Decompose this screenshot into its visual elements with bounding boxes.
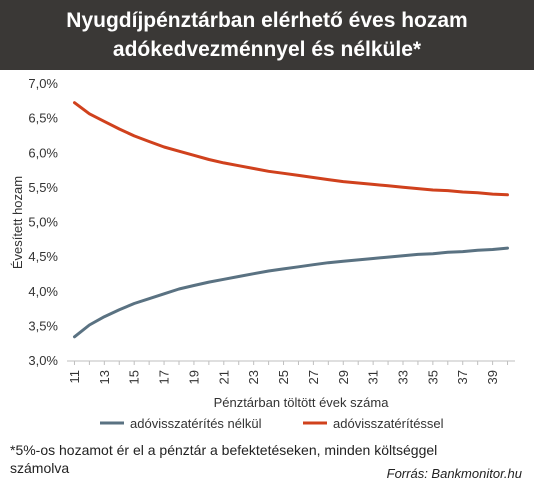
x-tick-label: 39 (485, 370, 500, 384)
y-tick-label: 7,0% (28, 76, 58, 91)
x-tick-label: 29 (336, 370, 351, 384)
x-tick-label: 21 (216, 370, 231, 384)
y-tick-label: 4,5% (28, 249, 58, 264)
y-axis-title: Évesített hozam (10, 176, 25, 269)
x-tick-label: 11 (67, 370, 82, 384)
x-tick-label: 17 (157, 370, 172, 384)
x-axis-title: Pénztárban töltött évek száma (214, 395, 390, 410)
x-tick-label: 35 (425, 370, 440, 384)
x-tick-label: 37 (455, 370, 470, 384)
x-tick-label: 31 (366, 370, 381, 384)
x-tick-label: 25 (276, 370, 291, 384)
y-tick-label: 3,5% (28, 318, 58, 333)
x-tick-label: 27 (306, 370, 321, 384)
legend-label-2: adóvisszatérítéssel (333, 416, 444, 431)
x-tick-label: 23 (246, 370, 261, 384)
y-tick-label: 5,5% (28, 180, 58, 195)
y-tick-label: 4,0% (28, 284, 58, 299)
x-tick-label: 19 (186, 370, 201, 384)
chart-title: Nyugdíjpénztárban elérhető éves hozam ad… (0, 0, 534, 70)
y-tick-label: 6,0% (28, 145, 58, 160)
chart-title-line-1: Nyugdíjpénztárban elérhető éves hozam (66, 9, 468, 32)
x-tick-label: 13 (97, 370, 112, 384)
footnote: *5%-os hozamot ér el a pénztár a befekte… (10, 442, 438, 476)
series-line-1 (73, 246, 509, 339)
legend-label-1: adóvisszatérítés nélkül (130, 416, 262, 431)
y-tick-label: 3,0% (28, 353, 58, 368)
x-tick-label: 33 (396, 370, 411, 384)
y-tick-label: 5,0% (28, 215, 58, 230)
chart-title-line-2: adókedvezménnyel és nélküle* (112, 38, 422, 61)
series-line-2 (73, 101, 509, 197)
x-tick-label: 15 (127, 370, 142, 384)
source-credit: Forrás: Bankmonitor.hu (386, 466, 522, 481)
y-tick-label: 6,5% (28, 111, 58, 126)
line-chart: 3,0% 3,5% 4,0% 4,5% 5,0% 5,5% 6,0% 6,5% 7,0% 11 13… (10, 76, 515, 431)
